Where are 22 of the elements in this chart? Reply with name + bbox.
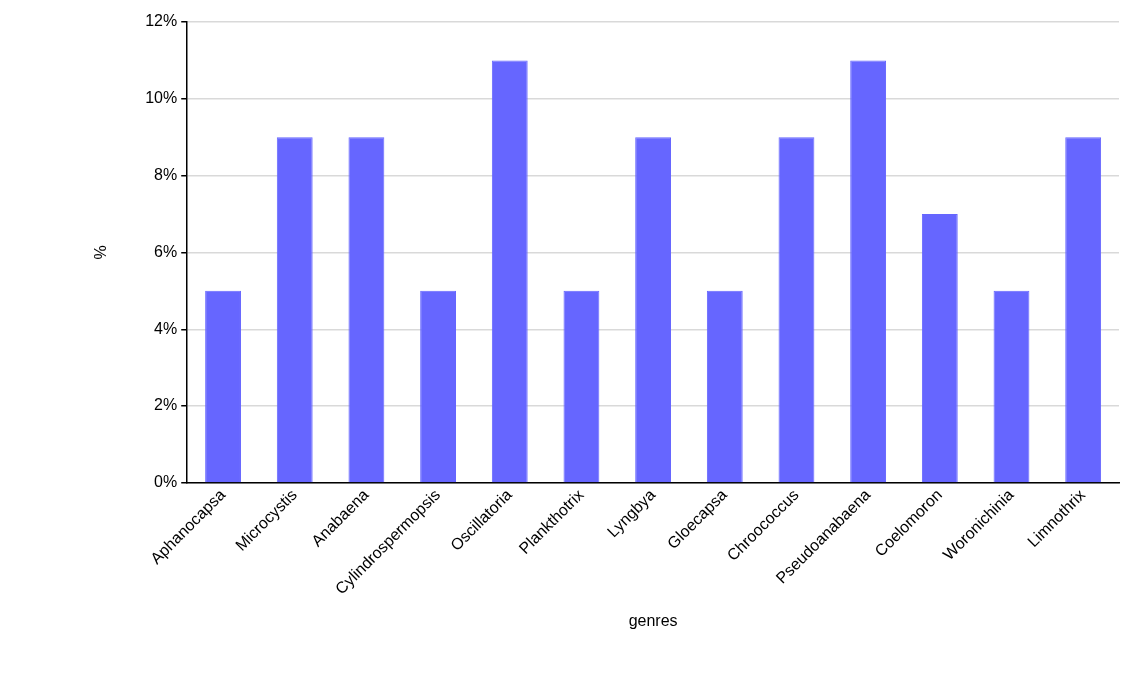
y-tick-label: 6% [154,242,178,260]
bar [491,60,528,483]
bar [778,137,815,483]
bar [563,290,600,483]
bar [1065,137,1102,483]
bar [706,290,743,483]
y-tick-label: 12% [145,12,178,30]
bar [635,137,672,483]
y-tick-label: 0% [154,473,178,491]
y-tick-label: 8% [154,166,178,184]
bar [420,290,457,483]
bar [205,290,241,483]
bar [276,137,313,483]
bar [850,60,887,483]
bar [921,214,958,483]
y-tick-label: 4% [154,319,178,337]
bar [348,137,385,483]
y-tick-label: 10% [145,89,178,107]
x-axis-title: genres [628,611,678,629]
y-tick-label: 2% [154,396,178,414]
y-axis-title: % [92,245,110,260]
bar [993,290,1030,483]
